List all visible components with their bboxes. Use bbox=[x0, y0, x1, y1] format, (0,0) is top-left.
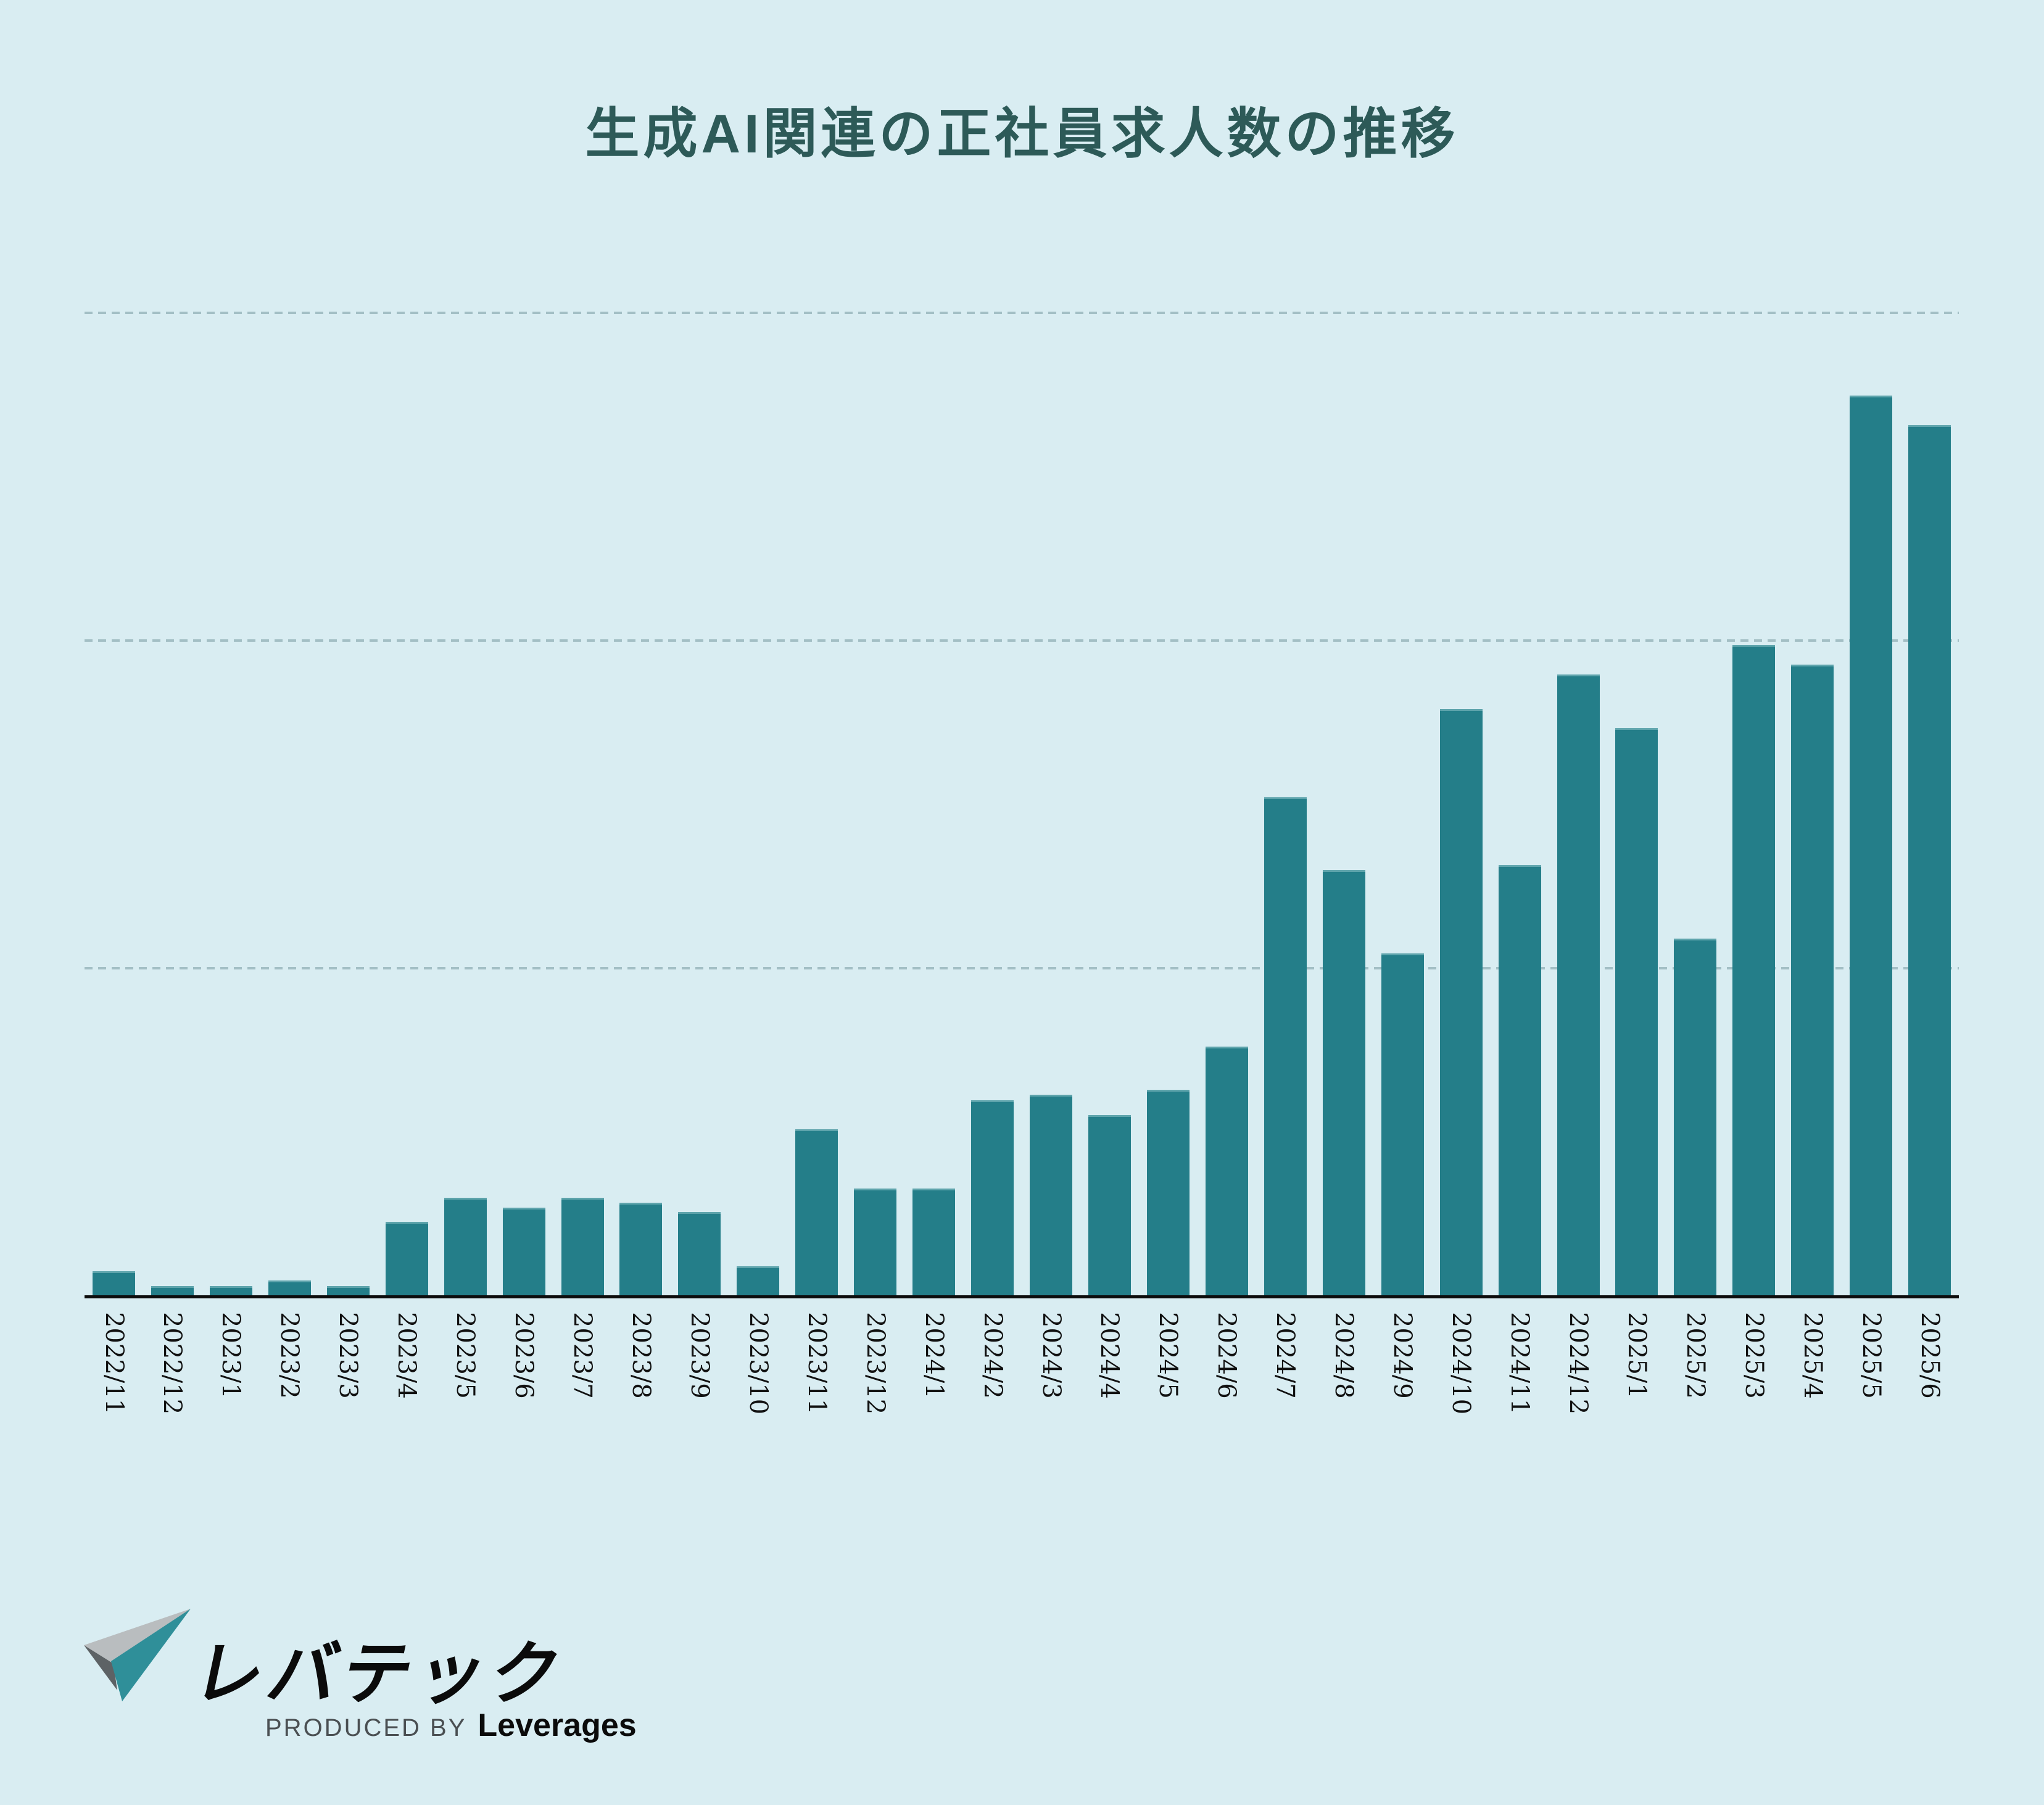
x-tick-label: 2023/4 bbox=[392, 1312, 421, 1399]
bar-2023/8 bbox=[619, 1203, 662, 1296]
x-tick-label: 2025/4 bbox=[1798, 1312, 1827, 1399]
bar-2024/1 bbox=[912, 1189, 955, 1296]
logo-wordmark: レバテック bbox=[186, 1635, 574, 1712]
x-tick-label: 2024/10 bbox=[1447, 1312, 1475, 1415]
x-tick-label: 2024/1 bbox=[920, 1312, 948, 1399]
x-tick-label: 2025/5 bbox=[1857, 1312, 1885, 1399]
x-tick-label: 2023/9 bbox=[685, 1312, 714, 1399]
x-tick-label: 2024/12 bbox=[1564, 1312, 1592, 1415]
bar-2023/7 bbox=[561, 1198, 604, 1296]
x-tick-label: 2024/11 bbox=[1505, 1312, 1534, 1415]
bar-2024/4 bbox=[1088, 1115, 1131, 1296]
logo-company-name: Leverages bbox=[478, 1707, 637, 1743]
levtech-logo: レバテック PRODUCED BY Leverages bbox=[80, 1604, 637, 1765]
x-tick-label: 2022/11 bbox=[100, 1312, 128, 1415]
x-tick-label: 2023/7 bbox=[568, 1312, 597, 1399]
x-tick-label: 2024/3 bbox=[1037, 1312, 1065, 1399]
gridline-3 bbox=[85, 312, 1959, 314]
bar-2024/9 bbox=[1381, 953, 1424, 1296]
x-tick-label: 2024/9 bbox=[1388, 1312, 1417, 1399]
x-tick-label: 2023/10 bbox=[744, 1312, 772, 1415]
logo-subline: PRODUCED BY Leverages bbox=[265, 1707, 637, 1744]
bar-2023/10 bbox=[737, 1266, 779, 1296]
x-tick-label: 2024/7 bbox=[1271, 1312, 1299, 1399]
logo-produced-by-text: PRODUCED BY bbox=[265, 1714, 467, 1741]
x-tick-label: 2023/11 bbox=[803, 1312, 831, 1415]
levtech-logo-mark-icon bbox=[84, 1609, 191, 1701]
bar-2022/12 bbox=[151, 1286, 194, 1296]
x-tick-label: 2023/12 bbox=[861, 1312, 890, 1415]
bar-2024/12 bbox=[1557, 674, 1600, 1296]
bar-2025/1 bbox=[1615, 728, 1658, 1296]
bar-2024/7 bbox=[1264, 797, 1307, 1296]
bar-2023/12 bbox=[854, 1189, 896, 1296]
bar-2024/2 bbox=[971, 1100, 1014, 1296]
bar-2024/6 bbox=[1206, 1047, 1248, 1296]
x-tick-label: 2024/2 bbox=[979, 1312, 1007, 1399]
bar-2024/8 bbox=[1323, 870, 1365, 1296]
bar-2023/11 bbox=[795, 1129, 838, 1296]
bar-2025/2 bbox=[1674, 939, 1716, 1296]
bar-2025/3 bbox=[1732, 645, 1775, 1296]
bar-2024/5 bbox=[1147, 1090, 1190, 1296]
bar-2024/10 bbox=[1440, 709, 1483, 1296]
x-tick-label: 2023/1 bbox=[217, 1312, 245, 1399]
gridline-1 bbox=[85, 967, 1959, 969]
bar-2023/1 bbox=[210, 1286, 252, 1296]
x-tick-label: 2022/12 bbox=[158, 1312, 186, 1415]
x-tick-label: 2024/4 bbox=[1095, 1312, 1123, 1399]
bar-2025/5 bbox=[1850, 396, 1892, 1296]
x-tick-label: 2025/6 bbox=[1916, 1312, 1944, 1399]
x-tick-label: 2024/8 bbox=[1330, 1312, 1358, 1399]
x-tick-label: 2023/2 bbox=[275, 1312, 304, 1399]
bar-2023/4 bbox=[386, 1222, 428, 1296]
chart-title: 生成AI関連の正社員求人数の推移 bbox=[585, 103, 1459, 164]
x-tick-label: 2023/6 bbox=[510, 1312, 538, 1399]
x-tick-label: 2025/2 bbox=[1681, 1312, 1710, 1399]
x-tick-label: 2025/3 bbox=[1740, 1312, 1768, 1399]
bar-2024/11 bbox=[1499, 865, 1541, 1296]
x-tick-label: 2024/5 bbox=[1154, 1312, 1182, 1399]
bar-2023/6 bbox=[503, 1208, 545, 1296]
x-axis-line bbox=[85, 1295, 1959, 1298]
bar-2023/2 bbox=[268, 1280, 311, 1296]
bar-2025/6 bbox=[1908, 425, 1951, 1296]
bar-2023/3 bbox=[327, 1286, 370, 1296]
x-tick-label: 2023/3 bbox=[334, 1312, 362, 1399]
gridline-2 bbox=[85, 639, 1959, 642]
x-tick-label: 2025/1 bbox=[1623, 1312, 1651, 1399]
bar-2022/11 bbox=[93, 1271, 135, 1296]
bar-2025/4 bbox=[1791, 665, 1834, 1296]
x-tick-label: 2023/5 bbox=[451, 1312, 479, 1399]
bar-2023/5 bbox=[444, 1198, 487, 1296]
bar-2024/3 bbox=[1030, 1095, 1072, 1296]
bar-2023/9 bbox=[678, 1212, 721, 1296]
x-tick-label: 2024/6 bbox=[1212, 1312, 1241, 1399]
x-tick-label: 2023/8 bbox=[627, 1312, 655, 1399]
